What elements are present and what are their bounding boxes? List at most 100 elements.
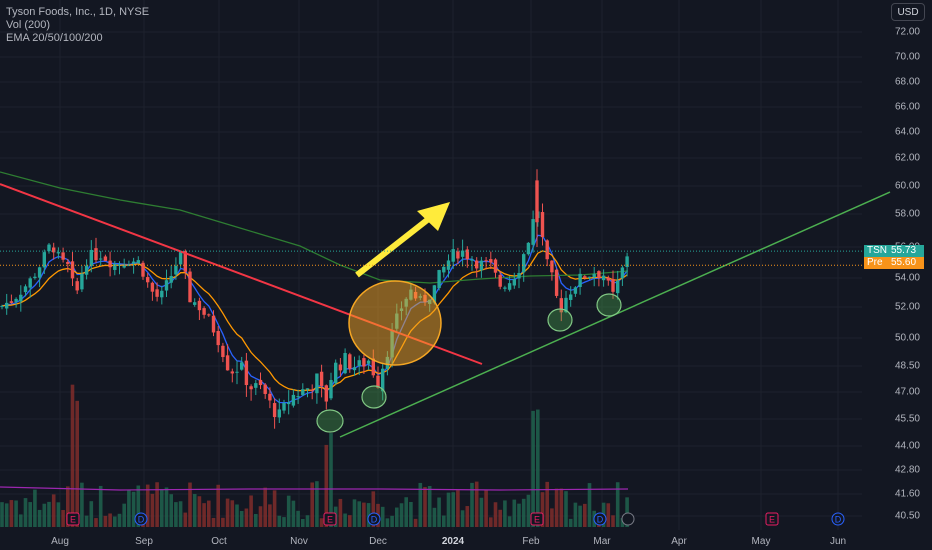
bullish-arrow [355, 207, 442, 278]
volume-bar [319, 518, 324, 527]
volume-bar [380, 506, 385, 527]
candle-body [272, 403, 277, 418]
time-tick-label: 2024 [441, 536, 465, 547]
candle-body [376, 375, 380, 388]
volume-bar [19, 514, 23, 527]
candle-body [545, 240, 549, 260]
candle-body [517, 273, 521, 279]
volume-bar [606, 503, 611, 527]
candle-body [75, 281, 79, 291]
candle-body [531, 219, 535, 245]
volume-bar [512, 499, 517, 527]
candle-body [127, 265, 131, 267]
volume-bar [9, 500, 14, 527]
candle-body [381, 368, 385, 392]
volume-bar [329, 433, 333, 527]
candle-body [512, 279, 516, 286]
volume-bar [296, 510, 300, 527]
event-marker-label: D [371, 515, 378, 525]
volume-bar [202, 503, 206, 527]
candle-body [183, 251, 187, 272]
volume-bar [108, 513, 112, 527]
candle-body [258, 379, 263, 386]
volume-bar [395, 507, 399, 527]
volume-bar [531, 410, 535, 527]
candle-body [28, 278, 32, 288]
candle-body [37, 267, 42, 278]
candle-body [475, 260, 479, 269]
candle-body [573, 287, 578, 294]
candle-body [89, 249, 93, 266]
candle-body [244, 360, 249, 386]
candle-body [122, 265, 126, 268]
currency-button[interactable]: USD [891, 3, 925, 21]
time-tick-label: Sep [135, 536, 153, 547]
volume-bar [221, 517, 225, 527]
candle-body [601, 275, 606, 281]
candlesticks [0, 169, 629, 429]
volume-bar [0, 502, 4, 527]
volume-bar [536, 409, 540, 527]
volume-bar [239, 511, 244, 527]
volume-bar [385, 518, 390, 527]
volume-bar [277, 515, 282, 527]
price-tick-label: 54.00 [894, 272, 920, 284]
candle-body [465, 249, 469, 260]
candle-body [287, 402, 291, 405]
volume-bar [615, 482, 620, 527]
volume-bar [413, 518, 418, 527]
volume-bar [301, 518, 305, 527]
candle-body [19, 294, 23, 302]
volume-bar [442, 515, 446, 527]
event-marker-label: D [597, 515, 604, 525]
volume-bar [564, 491, 568, 527]
candle-body [625, 256, 629, 267]
ema-50-line [1, 250, 628, 392]
volume-bar [568, 518, 573, 527]
price-tick-label: 50.00 [894, 332, 920, 344]
volume-bar [113, 516, 117, 527]
volume-bar [61, 510, 65, 527]
candle-body [42, 252, 46, 268]
volume-bar [503, 500, 507, 527]
candle-body [47, 244, 51, 252]
price-tick-label: 72.00 [894, 26, 920, 38]
candle-body [451, 249, 455, 262]
candle-body [235, 371, 239, 373]
volume-bar [211, 517, 216, 527]
volume-bar [268, 504, 272, 527]
candle-body [564, 297, 568, 313]
candle-body [616, 280, 620, 294]
candle-body [103, 256, 108, 261]
event-marker-label: E [534, 515, 540, 525]
candle-body [442, 266, 446, 273]
volume-indicator-label: Vol (200) [6, 19, 51, 31]
candle-body [23, 286, 28, 293]
volume-bar [282, 517, 286, 527]
candle-body [202, 308, 206, 315]
candle-body [99, 258, 103, 260]
volume-bar [150, 493, 155, 527]
volume-bar [14, 500, 18, 527]
volume-bar [258, 506, 263, 527]
candle-body [193, 302, 197, 305]
support-low-circle [596, 293, 622, 317]
candle-body [263, 384, 267, 394]
volume-bar [291, 500, 296, 527]
volume-bar [178, 501, 183, 527]
volume-bar [254, 513, 258, 527]
volume-bar [437, 497, 441, 527]
drawings [0, 183, 891, 438]
volume-bar [37, 509, 42, 527]
volume-bar [390, 515, 394, 527]
volume-bar [550, 508, 554, 527]
price-tick-label: 52.00 [894, 301, 920, 313]
volume-bar [230, 500, 235, 527]
candle-body [0, 305, 4, 307]
volume-bar [103, 515, 108, 527]
candle-body [310, 389, 314, 391]
candle-body [160, 290, 164, 298]
time-tick-label: Mar [593, 536, 611, 547]
volume-bar [183, 512, 188, 527]
